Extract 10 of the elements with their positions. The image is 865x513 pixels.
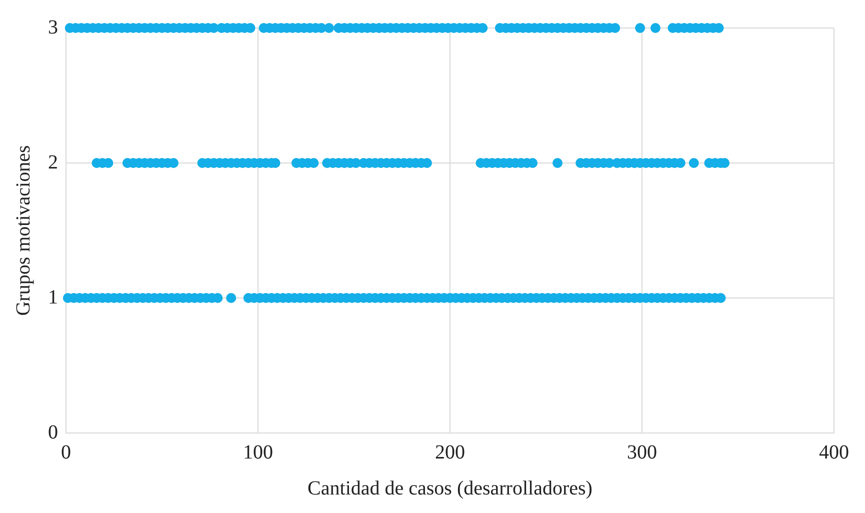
- y-tick-label: 2: [48, 151, 58, 174]
- x-tick-label: 100: [243, 441, 273, 464]
- x-tick-label: 300: [627, 441, 657, 464]
- y-tick-label: 1: [48, 286, 58, 308]
- x-tick-label: 200: [435, 441, 465, 464]
- y-tick-label: 3: [48, 16, 58, 38]
- y-tick-label: 0: [48, 421, 58, 444]
- x-axis-title: Cantidad de casos (desarrolladores): [308, 477, 592, 500]
- y-axis-title: Grupos motivaciones: [12, 145, 34, 316]
- x-tick-label: 400: [819, 441, 849, 464]
